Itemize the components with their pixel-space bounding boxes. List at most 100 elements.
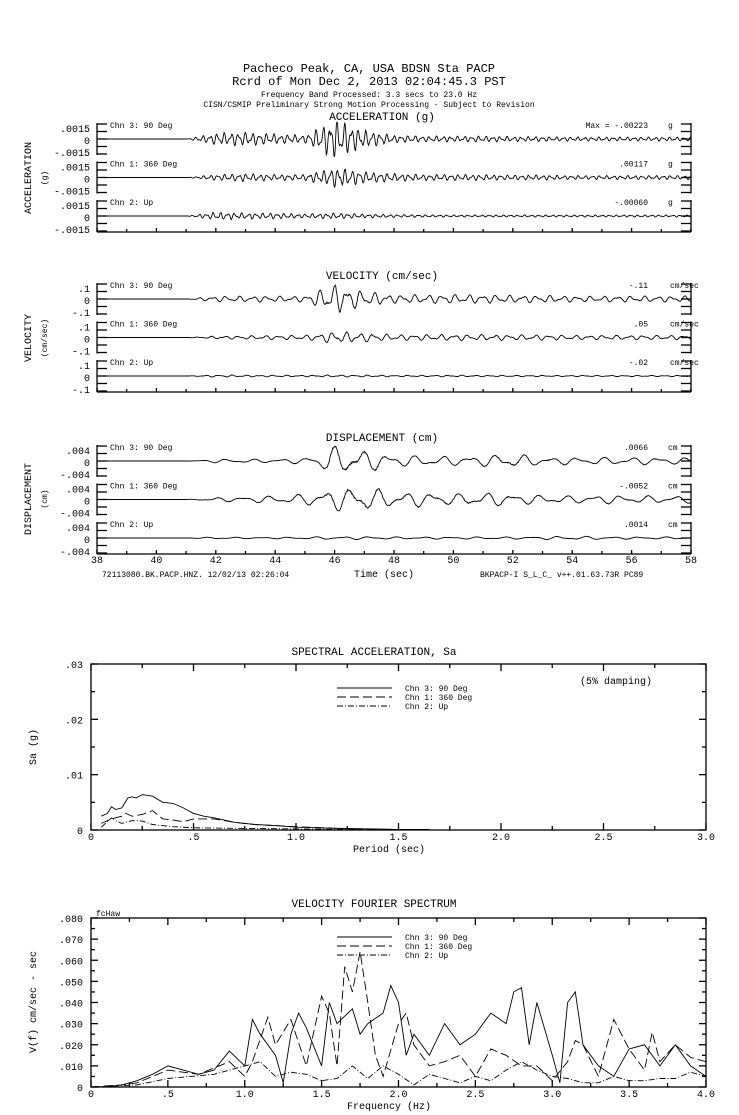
velocity-title: VELOCITY (cm/sec) bbox=[326, 271, 438, 283]
displacement-trace bbox=[97, 535, 692, 541]
displacement-max-label: .0066 bbox=[624, 444, 648, 453]
displacement-y-tick-label: .004 bbox=[66, 524, 90, 535]
acceleration-y-tick-label: 0 bbox=[84, 214, 90, 225]
time-xlabel: Time (sec) bbox=[354, 569, 414, 581]
displacement-unit-label: cm bbox=[668, 521, 678, 530]
acceleration-ylabel: ACCELERATION bbox=[24, 142, 35, 214]
footer-left: 72113080.BK.PACP.HNZ. 12/02/13 02:26:04 bbox=[102, 571, 289, 580]
displacement-max-label: -.0052 bbox=[619, 483, 648, 492]
acceleration-y-tick-label: -.0015 bbox=[54, 226, 90, 237]
velocity-ylabel: VELOCITY bbox=[24, 314, 35, 362]
acceleration-trace bbox=[97, 168, 692, 188]
fourier-series-1 bbox=[90, 951, 707, 1088]
acceleration-y-tick-label: .0015 bbox=[60, 125, 90, 136]
time-x-tick-label: 46 bbox=[329, 556, 341, 567]
sa-x-tick-label: 2.0 bbox=[492, 833, 510, 844]
velocity-max-label: -.02 bbox=[629, 359, 648, 368]
fourier-y-tick-label: .030 bbox=[59, 1021, 83, 1032]
velocity-y-tick-label: 0 bbox=[84, 297, 90, 308]
sa-legend-label: Chn 3: 90 Deg bbox=[405, 685, 468, 694]
sa-y-tick-label: .01 bbox=[65, 772, 83, 783]
acceleration-channel-label: Chn 3: 90 Deg bbox=[110, 122, 173, 131]
acceleration-y-tick-label: 0 bbox=[84, 137, 90, 148]
sa-y-tick-label: 0 bbox=[77, 827, 83, 838]
sa-legend-label: Chn 1: 360 Deg bbox=[405, 694, 472, 703]
displacement-trace bbox=[97, 445, 692, 472]
fourier-y-tick-label: .050 bbox=[59, 978, 83, 989]
footer-right: BKPACP-I S_L_C_ v++.01.63.73R PC89 bbox=[480, 571, 643, 580]
displacement-y-tick-label: -.004 bbox=[60, 548, 90, 559]
fourier-y-tick-label: .020 bbox=[59, 1042, 83, 1053]
displacement-y-tick-label: .004 bbox=[66, 486, 90, 497]
velocity-unit-label: cm/sec bbox=[670, 359, 699, 368]
displacement-unit-label: cm bbox=[668, 444, 678, 453]
displacement-y-tick-label: -.004 bbox=[60, 510, 90, 521]
fourier-y-tick-label: 0 bbox=[77, 1084, 83, 1095]
time-x-tick-label: 52 bbox=[507, 556, 519, 567]
displacement-unit-label: cm bbox=[668, 483, 678, 492]
displacement-channel-label: Chn 1: 360 Deg bbox=[110, 483, 177, 492]
sa-x-tick-label: 2.5 bbox=[594, 833, 612, 844]
acceleration-title: ACCELERATION (g) bbox=[329, 112, 435, 124]
sa-x-tick-label: 1.0 bbox=[287, 833, 305, 844]
fourier-corner-label: fcHaw bbox=[96, 910, 120, 919]
velocity-channel-label: Chn 2: Up bbox=[110, 359, 153, 368]
sa-frame bbox=[90, 663, 707, 831]
sa-ylabel: Sa (g) bbox=[28, 729, 40, 765]
fourier-x-tick-label: 1.5 bbox=[313, 1090, 331, 1101]
velocity-yunit: (cm/sec) bbox=[41, 319, 50, 357]
sa-x-tick-label: 1.5 bbox=[389, 833, 407, 844]
fourier-series-0 bbox=[91, 984, 707, 1088]
time-x-tick-label: 50 bbox=[447, 556, 459, 567]
fourier-title: VELOCITY FOURIER SPECTRUM bbox=[291, 899, 456, 911]
sa-x-tick-label: 3.0 bbox=[697, 833, 715, 844]
fourier-y-tick-label: .060 bbox=[59, 957, 83, 968]
time-x-tick-label: 42 bbox=[210, 556, 222, 567]
acceleration-unit-label: g bbox=[668, 122, 673, 131]
velocity-unit-label: cm/sec bbox=[670, 282, 699, 291]
fourier-ylabel: V(f) cm/sec - sec bbox=[28, 951, 40, 1053]
header-band: Frequency Band Processed: 3.3 secs to 23… bbox=[261, 91, 477, 100]
displacement-ylabel: DISPLACEMENT bbox=[24, 463, 35, 535]
velocity-max-label: .05 bbox=[634, 321, 649, 330]
displacement-channel-label: Chn 2: Up bbox=[110, 521, 153, 530]
time-x-tick-label: 58 bbox=[685, 556, 697, 567]
displacement-trace bbox=[97, 488, 692, 512]
fourier-xlabel: Frequency (Hz) bbox=[347, 1101, 431, 1113]
displacement-y-tick-label: .004 bbox=[66, 447, 90, 458]
sa-damping: (5% damping) bbox=[580, 676, 652, 688]
displacement-channel-label: Chn 3: 90 Deg bbox=[110, 444, 173, 453]
displacement-y-tick-label: 0 bbox=[84, 536, 90, 547]
fourier-y-tick-label: .070 bbox=[59, 936, 83, 947]
time-x-tick-label: 48 bbox=[388, 556, 400, 567]
sa-y-tick-label: .03 bbox=[65, 661, 83, 672]
velocity-trace bbox=[97, 331, 692, 343]
velocity-channel-label: Chn 3: 90 Deg bbox=[110, 282, 173, 291]
acceleration-trace bbox=[97, 121, 692, 157]
time-x-tick-label: 56 bbox=[626, 556, 638, 567]
fourier-y-tick-label: .010 bbox=[59, 1063, 83, 1074]
displacement-y-tick-label: 0 bbox=[84, 498, 90, 509]
header-disclaimer: CISN/CSMIP Preliminary Strong Motion Pro… bbox=[203, 101, 534, 110]
velocity-y-tick-label: -.1 bbox=[72, 386, 90, 397]
displacement-y-tick-label: 0 bbox=[84, 459, 90, 470]
acceleration-max-label: Max = -.00223 bbox=[586, 122, 649, 131]
acceleration-y-tick-label: -.0015 bbox=[54, 188, 90, 199]
acceleration-unit-label: g bbox=[668, 199, 673, 208]
fourier-x-tick-label: 2.5 bbox=[466, 1090, 484, 1101]
velocity-trace bbox=[97, 374, 692, 378]
displacement-y-tick-label: -.004 bbox=[60, 471, 90, 482]
velocity-max-label: -.11 bbox=[629, 282, 648, 291]
acceleration-y-tick-label: .0015 bbox=[60, 202, 90, 213]
fourier-x-tick-label: 3.0 bbox=[543, 1090, 561, 1101]
header-station: Pacheco Peak, CA, USA BDSN Sta PACP bbox=[243, 62, 495, 76]
time-x-tick-label: 40 bbox=[150, 556, 162, 567]
fourier-x-tick-label: 4.0 bbox=[697, 1090, 715, 1101]
velocity-channel-label: Chn 1: 360 Deg bbox=[110, 321, 177, 330]
acceleration-y-tick-label: .0015 bbox=[60, 164, 90, 175]
sa-x-tick-label: 0 bbox=[88, 833, 94, 844]
fourier-y-tick-label: .040 bbox=[59, 1000, 83, 1011]
sa-title: SPECTRAL ACCELERATION, Sa bbox=[291, 647, 456, 659]
